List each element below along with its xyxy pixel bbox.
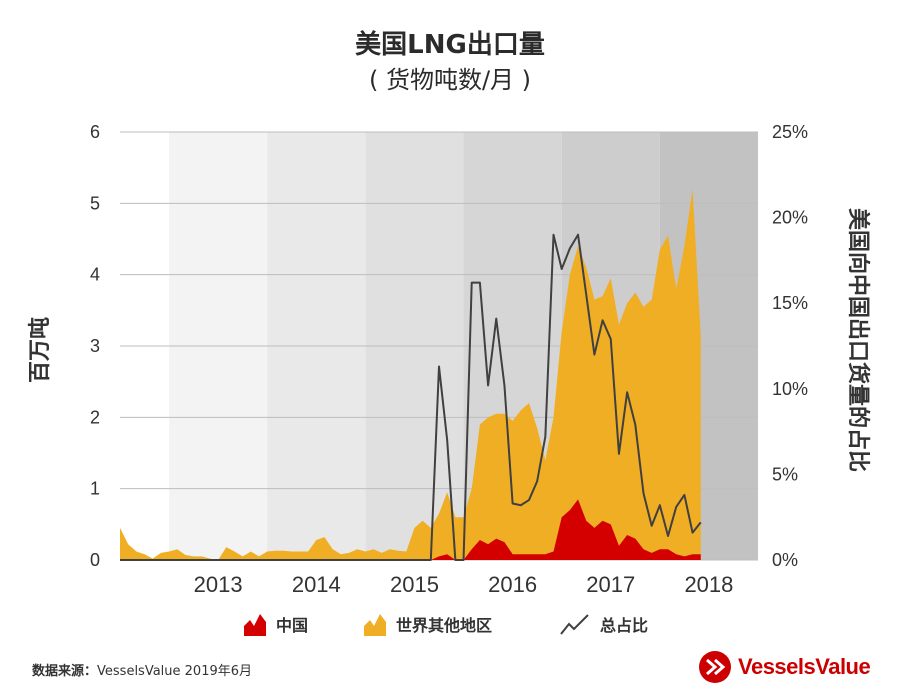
vesselsvalue-logo: VesselsValue [698, 650, 871, 684]
legend-label-china: 中国 [276, 616, 309, 635]
legend-swatch-china [244, 614, 266, 636]
x-tick-2015: 2015 [390, 572, 439, 597]
legend-label-rest: 世界其他地区 [396, 616, 493, 635]
area-series-china [120, 499, 701, 560]
y-tick-left-1: 1 [90, 479, 100, 499]
legend-item-rest: 世界其他地区 [364, 612, 492, 636]
y-tick-right-10: 10% [772, 379, 808, 399]
y-tick-left-0: 0 [90, 550, 100, 570]
y-tick-left-2: 2 [90, 407, 100, 427]
line-series-share [120, 233, 702, 561]
x-tick-2017: 2017 [586, 572, 635, 597]
legend-item-china: 中国 [244, 612, 308, 636]
source-note: 数据来源：VesselsValue 2019年6月 [32, 660, 252, 679]
y-tick-left-5: 5 [90, 193, 100, 213]
y-tick-right-25: 25% [772, 122, 808, 142]
chart-title: 美国LNG出口量 [355, 30, 545, 60]
source-text: VesselsValue 2019年6月 [97, 664, 253, 679]
legend-swatch-share [560, 614, 589, 635]
area-series-rest [120, 189, 701, 561]
y-tick-left-3: 3 [90, 336, 100, 356]
legend: 中国 世界其他地区 总占比 [0, 612, 900, 642]
legend-item-share: 总占比 [560, 612, 648, 636]
x-tick-2014: 2014 [292, 572, 341, 597]
y-tick-right-15: 15% [772, 293, 808, 313]
logo-mark-icon [699, 651, 731, 683]
chart-plot: 0 1 2 3 4 5 6 0% 5% 10% 15% 20% 25% 2013 2014 2015 2016 2… [90, 122, 808, 597]
y-tick-left-4: 4 [90, 265, 100, 285]
y-tick-left-6: 6 [90, 122, 100, 142]
x-tick-2018: 2018 [684, 572, 733, 597]
source-label: 数据来源： [32, 664, 98, 679]
legend-label-share: 总占比 [600, 616, 649, 635]
x-tick-2013: 2013 [194, 572, 243, 597]
y-tick-right-20: 20% [772, 208, 808, 228]
logo-text: VesselsValue [738, 654, 871, 679]
y-tick-right-5: 5% [772, 464, 798, 484]
x-tick-2016: 2016 [488, 572, 537, 597]
legend-swatch-rest [364, 614, 386, 636]
y-tick-right-0: 0% [772, 550, 798, 570]
chart-subtitle: ( 货物吨数/月 ) [368, 66, 532, 94]
